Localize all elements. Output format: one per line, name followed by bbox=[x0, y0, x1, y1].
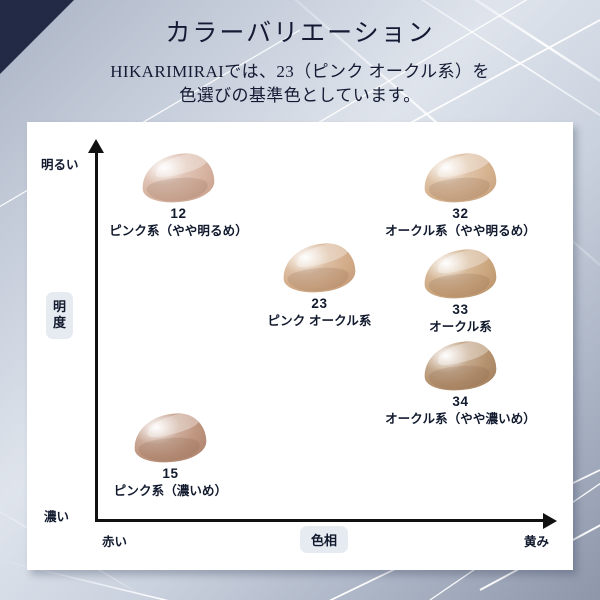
swatch-blob-wrap bbox=[421, 339, 498, 393]
y-axis-top-label: 明るい bbox=[41, 158, 79, 172]
header: カラーバリエーション HIKARIMIRAIでは、23（ピンク オークル系）を … bbox=[0, 0, 600, 109]
swatch-name: ピンク系（濃いめ） bbox=[113, 483, 228, 498]
subtitle-line-1: HIKARIMIRAIでは、23（ピンク オークル系）を bbox=[110, 61, 490, 81]
x-axis-arrowhead-icon bbox=[543, 513, 557, 529]
x-axis-right-label: 黄み bbox=[523, 535, 549, 549]
swatch-code: 15 bbox=[162, 466, 179, 481]
swatch-item-33[interactable]: 33 オークル系 bbox=[383, 247, 538, 335]
swatch-blob-wrap bbox=[421, 247, 498, 301]
swatch-code: 12 bbox=[170, 206, 187, 221]
y-axis-line bbox=[95, 150, 98, 522]
x-axis-line bbox=[95, 519, 547, 522]
swatch-blob-wrap bbox=[131, 411, 208, 465]
y-axis-bottom-label: 濃い bbox=[44, 510, 70, 524]
swatch-name: オークル系 bbox=[429, 319, 492, 334]
swatch-item-12[interactable]: 12 ピンク系（やや明るめ） bbox=[101, 151, 256, 239]
chart-card: 明るい 濃い 赤い 黄み 明 度 色相 12 ピンク系（やや明るめ） 32 オークル系… bbox=[27, 122, 573, 570]
foundation-swatch-blob-icon bbox=[139, 151, 216, 205]
foundation-swatch-blob-icon bbox=[421, 151, 498, 205]
foundation-swatch-blob-icon bbox=[131, 411, 208, 465]
swatch-item-15[interactable]: 15 ピンク系（濃いめ） bbox=[93, 411, 248, 499]
swatch-code: 23 bbox=[311, 296, 328, 311]
swatch-name: オークル系（やや濃いめ） bbox=[385, 411, 536, 426]
y-axis-arrowhead-icon bbox=[88, 139, 104, 153]
foundation-swatch-blob-icon bbox=[280, 241, 357, 295]
subtitle: HIKARIMIRAIでは、23（ピンク オークル系）を 色選びの基準色としてい… bbox=[0, 60, 600, 109]
x-axis-title: 色相 bbox=[300, 526, 349, 553]
swatch-item-34[interactable]: 34 オークル系（やや濃いめ） bbox=[383, 339, 538, 427]
swatch-code: 33 bbox=[452, 302, 469, 317]
foundation-swatch-blob-icon bbox=[421, 339, 498, 393]
y-axis-title-char-2: 度 bbox=[52, 315, 66, 331]
page-title: カラーバリエーション bbox=[165, 20, 435, 47]
swatch-code: 34 bbox=[452, 394, 469, 409]
swatch-blob-wrap bbox=[139, 151, 216, 205]
swatch-name: オークル系（やや明るめ） bbox=[385, 223, 536, 238]
swatch-blob-wrap bbox=[421, 151, 498, 205]
foundation-swatch-blob-icon bbox=[421, 247, 498, 301]
x-axis-left-label: 赤い bbox=[102, 535, 128, 549]
swatch-name: ピンク系（やや明るめ） bbox=[109, 223, 248, 238]
swatch-name: ピンク オークル系 bbox=[267, 313, 372, 328]
subtitle-line-2: 色選びの基準色としています。 bbox=[179, 86, 421, 106]
y-axis-title: 明 度 bbox=[46, 292, 73, 339]
swatch-item-23[interactable]: 23 ピンク オークル系 bbox=[242, 241, 397, 329]
corner-accent-triangle bbox=[0, 0, 74, 74]
y-axis-title-char-1: 明 bbox=[52, 299, 66, 314]
swatch-code: 32 bbox=[452, 206, 469, 221]
swatch-item-32[interactable]: 32 オークル系（やや明るめ） bbox=[383, 151, 538, 239]
swatch-blob-wrap bbox=[280, 241, 357, 295]
